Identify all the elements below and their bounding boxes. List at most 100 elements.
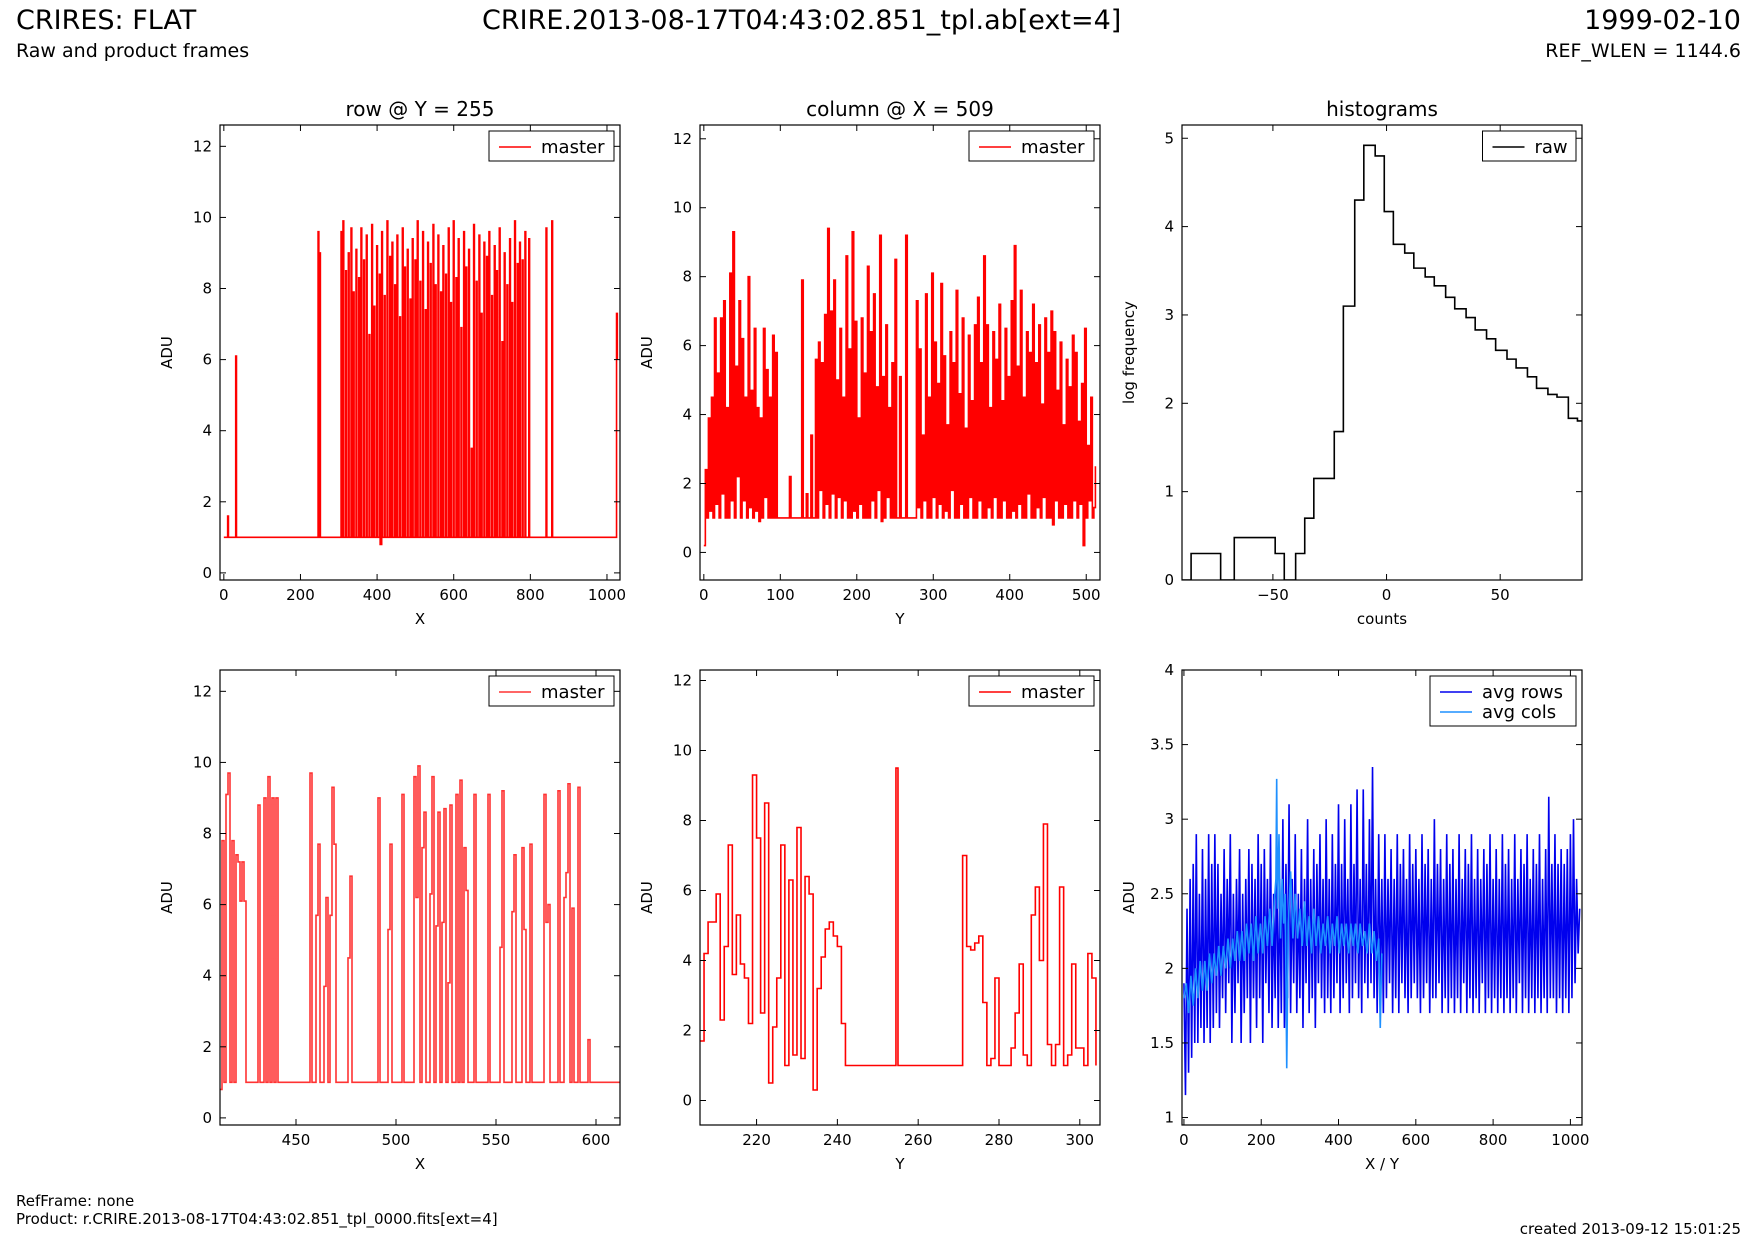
x-tick-label: 220 xyxy=(742,1131,771,1149)
series-line-avg-cols xyxy=(1183,778,1383,1069)
legend-label: master xyxy=(541,137,605,158)
panel-title: row @ Y = 255 xyxy=(346,97,495,121)
series-line-avg-rows xyxy=(1183,766,1581,1096)
y-tick-label: 4 xyxy=(682,406,692,424)
legend-box xyxy=(488,675,615,707)
y-tick-label: 2.5 xyxy=(1150,885,1174,903)
legend: raw xyxy=(1482,130,1577,162)
y-tick-label: 12 xyxy=(193,682,212,700)
x-tick-label: 500 xyxy=(1072,586,1101,604)
panel-title: column @ X = 509 xyxy=(806,97,994,121)
figure-subtitle: Raw and product frames xyxy=(16,40,250,62)
y-tick-label: 3.5 xyxy=(1150,736,1174,754)
y-axis-label: ADU xyxy=(158,336,176,369)
panel-colzoom: 220 240 260 280 300 0 2 4 6 8 10 12 Y ADU master xyxy=(638,669,1101,1173)
legend: master xyxy=(488,130,615,162)
x-axis-label: X / Y xyxy=(1365,1155,1400,1173)
y-tick-label: 8 xyxy=(682,812,692,830)
axes-frame xyxy=(1181,124,1583,581)
x-tick-label: −50 xyxy=(1257,586,1289,604)
panel-row: 0 200 400 600 800 1000 0 2 4 6 8 10 12 X ADU row @ Y = … xyxy=(158,97,626,628)
y-tick-label: 10 xyxy=(193,753,212,771)
y-tick-label: 1 xyxy=(1164,483,1174,501)
y-tick-label: 2 xyxy=(1164,394,1174,412)
x-tick-label: 400 xyxy=(363,586,392,604)
x-tick-label: 400 xyxy=(995,586,1024,604)
y-tick-label: 10 xyxy=(193,208,212,226)
series-line-master xyxy=(223,220,619,546)
y-axis-label: ADU xyxy=(638,881,656,914)
y-tick-label: 12 xyxy=(673,672,692,690)
y-tick-label: 2 xyxy=(202,1038,212,1056)
axes-frame xyxy=(699,669,1101,1126)
x-axis-label: counts xyxy=(1357,610,1407,628)
x-tick-label: 800 xyxy=(1479,1131,1508,1149)
axes-frame xyxy=(1181,669,1583,1126)
x-axis-label: X xyxy=(415,1155,425,1173)
y-axis-label: ADU xyxy=(1120,881,1138,914)
legend-box xyxy=(1482,130,1577,162)
axes-frame xyxy=(219,669,621,1126)
y-tick-label: 2 xyxy=(682,1022,692,1040)
x-tick-label: 260 xyxy=(904,1131,933,1149)
panel-title: histograms xyxy=(1326,97,1438,121)
x-tick-label: 50 xyxy=(1491,586,1510,604)
y-tick-label: 3 xyxy=(1164,810,1174,828)
panel-rowzoom: 450 500 550 600 0 2 4 6 8 10 12 X ADU master xyxy=(158,669,621,1173)
y-tick-label: 4 xyxy=(1164,218,1174,236)
x-tick-label: 240 xyxy=(823,1131,852,1149)
x-tick-label: 200 xyxy=(842,586,871,604)
y-tick-label: 10 xyxy=(673,742,692,760)
x-tick-label: 600 xyxy=(439,586,468,604)
x-tick-label: 1000 xyxy=(588,586,626,604)
legend-label: master xyxy=(1021,682,1085,703)
series-line-master xyxy=(703,227,1097,547)
y-tick-label: 1 xyxy=(1164,1109,1174,1127)
figure-title: CRIRES: FLAT xyxy=(16,5,197,36)
y-tick-label: 0 xyxy=(682,543,692,561)
x-axis-label: X xyxy=(415,610,425,628)
legend: master xyxy=(488,675,615,707)
y-tick-label: 2 xyxy=(682,474,692,492)
x-tick-label: 100 xyxy=(766,586,795,604)
x-tick-label: 200 xyxy=(1247,1131,1276,1149)
y-tick-label: 4 xyxy=(1164,661,1174,679)
y-tick-label: 6 xyxy=(682,337,692,355)
x-tick-label: 200 xyxy=(286,586,315,604)
series-line-master xyxy=(220,765,620,1091)
ref-wlen-label: REF_WLEN = 1144.6 xyxy=(1545,40,1741,62)
y-tick-label: 5 xyxy=(1164,129,1174,147)
series-line-master xyxy=(700,767,1097,1091)
refframe-label: RefFrame: none xyxy=(16,1192,135,1210)
panel-avg: 0 200 400 600 800 1000 1 1.5 2 2.5 3 3.5 4 X / Y ADU av… xyxy=(1120,661,1589,1173)
x-tick-label: 0 xyxy=(1382,586,1392,604)
y-axis-label: ADU xyxy=(158,881,176,914)
legend: master xyxy=(968,675,1095,707)
legend-label: avg cols xyxy=(1482,702,1556,723)
legend-label: raw xyxy=(1535,137,1568,158)
x-tick-label: 0 xyxy=(1179,1131,1189,1149)
file-name-title: CRIRE.2013-08-17T04:43:02.851_tpl.ab[ext… xyxy=(482,5,1122,36)
product-label: Product: r.CRIRE.2013-08-17T04:43:02.851… xyxy=(16,1210,498,1228)
y-axis-label: log frequency xyxy=(1120,301,1138,404)
legend-box xyxy=(968,130,1095,162)
y-tick-label: 6 xyxy=(202,351,212,369)
x-tick-label: 0 xyxy=(699,586,709,604)
y-tick-label: 8 xyxy=(202,825,212,843)
panel-hist: −50 0 50 0 1 2 3 4 5 counts log frequency histogram… xyxy=(1120,97,1583,628)
legend-box xyxy=(488,130,615,162)
x-tick-label: 600 xyxy=(582,1131,611,1149)
y-tick-label: 0 xyxy=(1164,571,1174,589)
x-tick-label: 450 xyxy=(282,1131,311,1149)
x-axis-label: Y xyxy=(894,610,905,628)
panel-col: 0 100 200 300 400 500 0 2 4 6 8 10 12 Y ADU column @ X … xyxy=(638,97,1101,628)
legend-label: master xyxy=(541,682,605,703)
y-tick-label: 6 xyxy=(682,882,692,900)
legend-box xyxy=(1429,675,1577,727)
x-tick-label: 300 xyxy=(919,586,948,604)
series-line-raw xyxy=(1182,144,1582,580)
created-label: created 2013-09-12 15:01:25 xyxy=(1519,1220,1741,1238)
x-tick-label: 500 xyxy=(382,1131,411,1149)
axes-frame xyxy=(219,124,621,581)
